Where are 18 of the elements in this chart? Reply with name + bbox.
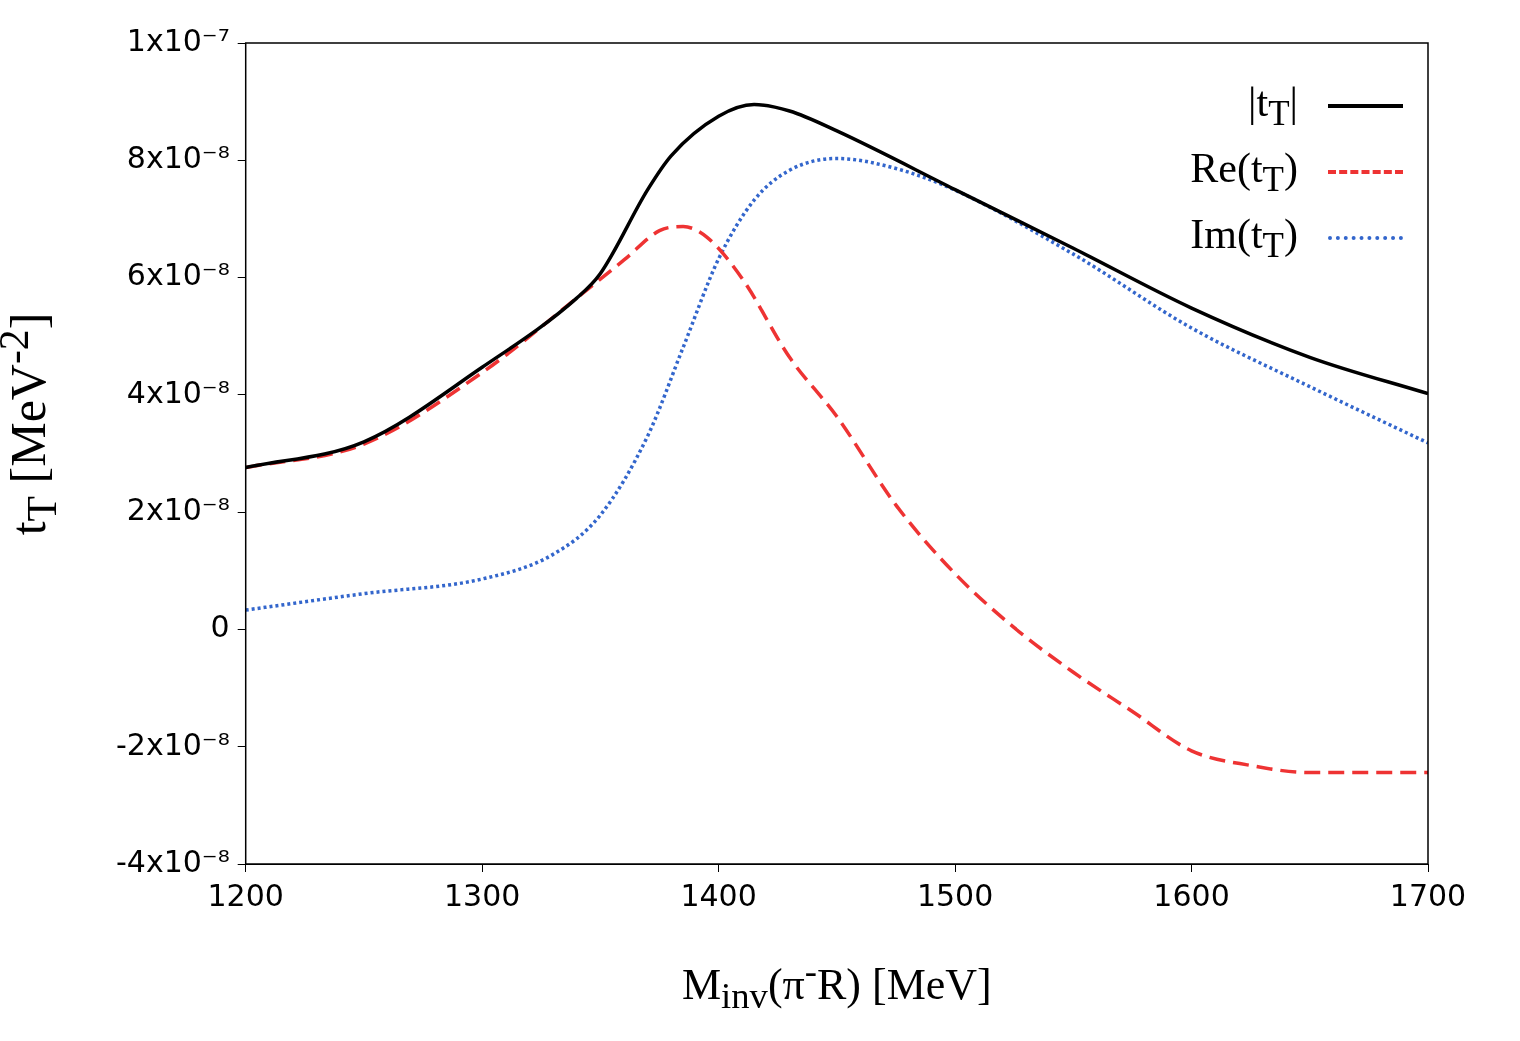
y-tick-label: 1x10⁻⁷: [126, 22, 230, 58]
legend-label: Re(t$_{T}$): [1190, 143, 1298, 201]
x-tick-label: 1600: [1153, 877, 1230, 913]
x-tick-label: 1400: [680, 877, 757, 913]
y-tick-label: 0: [210, 609, 230, 645]
y-tick-label: 6x10⁻⁸: [126, 257, 230, 293]
y-tick-label: 8x10⁻⁸: [126, 140, 230, 176]
x-axis-title: M$_{inv}$(π$^{-}$R) [MeV]: [680, 949, 993, 1018]
legend-label: Im(t$_{T}$): [1190, 209, 1298, 267]
y-tick-label: 2x10⁻⁸: [126, 491, 230, 527]
y-tick-label: -4x10⁻⁸: [116, 843, 230, 879]
x-tick-label: 1500: [916, 877, 994, 913]
x-tick-label: 1300: [443, 877, 521, 913]
x-tick-label: 1700: [1389, 877, 1467, 913]
y-tick-label: 4x10⁻⁸: [126, 374, 230, 410]
legend-label: |t$_{T}$|: [1248, 77, 1298, 135]
y-tick-label: -2x10⁻⁸: [116, 726, 230, 762]
x-tick-label: 1200: [207, 877, 284, 913]
